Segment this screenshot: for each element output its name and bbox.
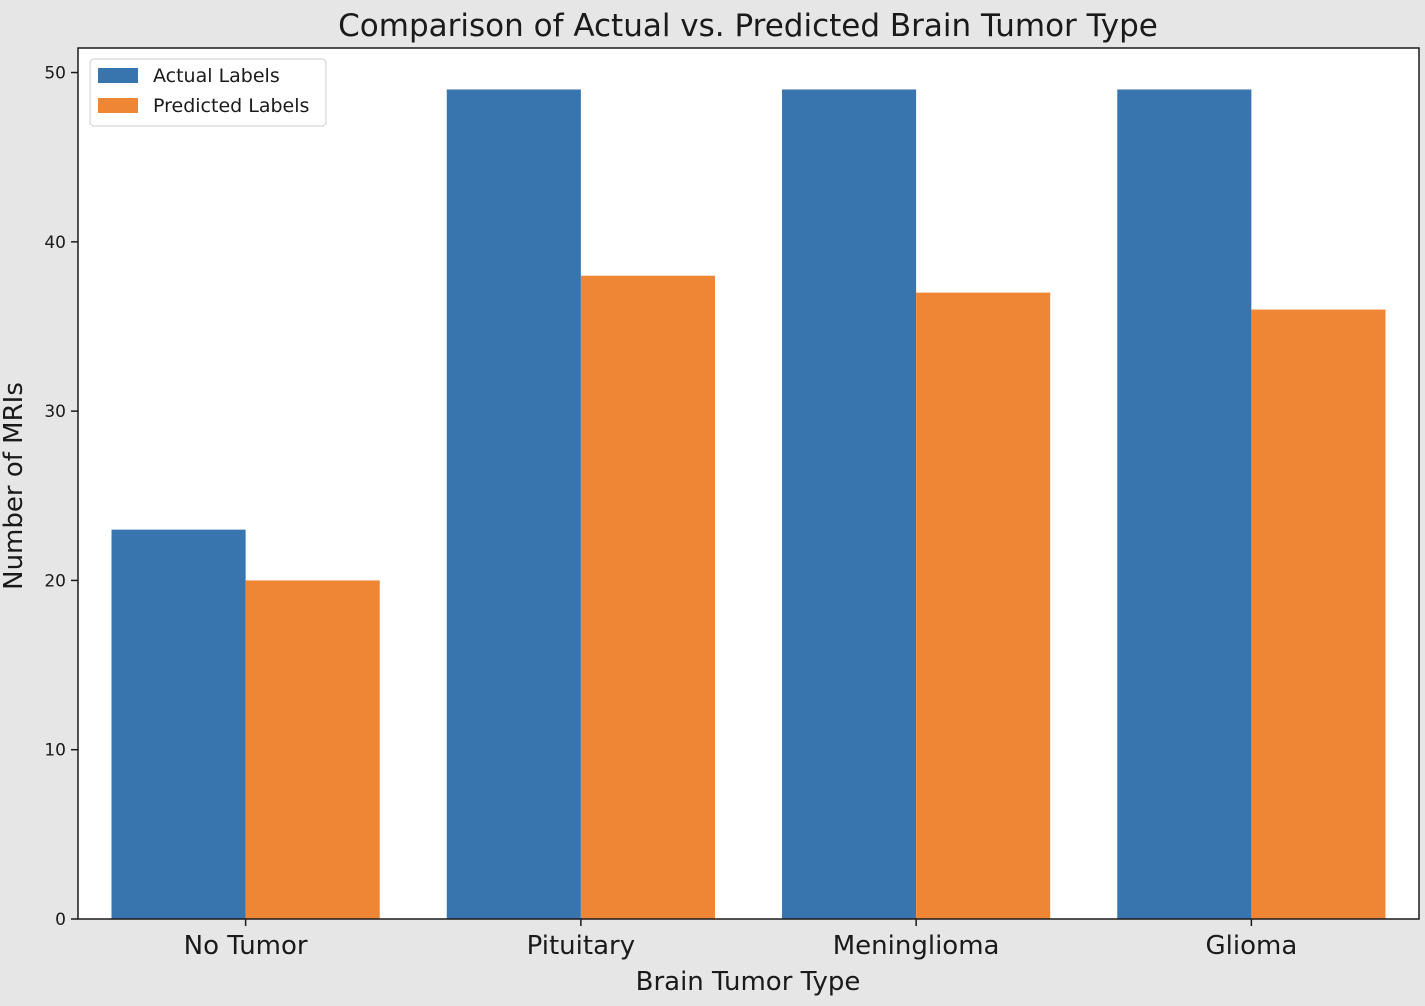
legend: Actual Labels Predicted Labels (89, 58, 327, 127)
bar-pituitary-series-0 (446, 89, 581, 919)
y-tick-label: 0 (55, 910, 66, 930)
bar-glioma-series-0 (1117, 89, 1252, 919)
x-tick-label: Meninglioma (833, 931, 1000, 961)
plot-frame (77, 47, 1420, 920)
y-axis-title: Number of MRIs (0, 382, 29, 590)
bar-meninglioma-series-0 (782, 89, 917, 919)
x-tick-label: Glioma (1205, 931, 1297, 961)
legend-label: Actual Labels (153, 65, 280, 87)
bar-no-tumor-series-1 (245, 580, 380, 919)
bar-meninglioma-series-1 (916, 292, 1051, 919)
chart-title: Comparison of Actual vs. Predicted Brain… (338, 8, 1158, 44)
legend-box (89, 58, 327, 127)
x-tick-label: No Tumor (184, 931, 308, 961)
x-axis: No Tumor Pituitary Meninglioma Glioma (184, 919, 1297, 961)
x-tick-label: Pituitary (527, 931, 635, 961)
bar-glioma-series-1 (1251, 309, 1386, 919)
y-tick-label: 50 (44, 64, 66, 84)
bar-no-tumor-series-0 (111, 529, 246, 919)
legend-swatch (98, 98, 138, 113)
x-axis-title: Brain Tumor Type (636, 967, 861, 997)
y-axis: 0 10 20 30 40 50 (44, 64, 78, 930)
y-tick-label: 20 (44, 571, 66, 591)
legend-swatch (98, 68, 138, 83)
legend-label: Predicted Labels (153, 95, 309, 117)
y-tick-label: 10 (44, 741, 66, 761)
y-tick-label: 40 (44, 233, 66, 253)
bar-pituitary-series-1 (580, 275, 715, 920)
bars-group (111, 89, 1386, 920)
y-tick-label: 30 (44, 402, 66, 422)
